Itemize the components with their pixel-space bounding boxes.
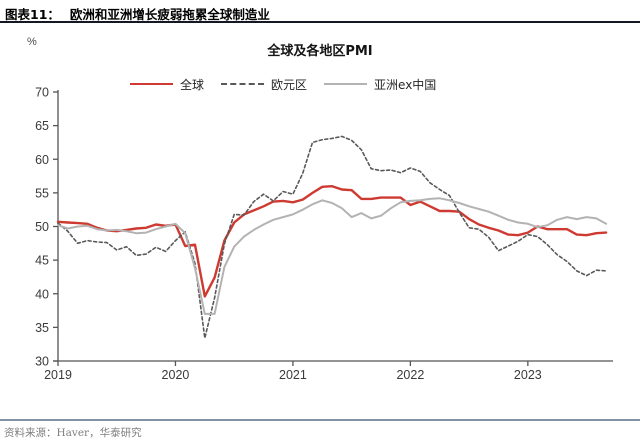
- series-line-2: [57, 197, 608, 315]
- figure-number: 图表11：: [5, 7, 60, 22]
- legend-label-eurozone: 欧元区: [271, 77, 308, 92]
- figure-header: 图表11： 欧洲和亚洲增长疲弱拖累全球制造业: [5, 4, 270, 23]
- legend-line-swatch-asia-ex-china: [324, 83, 368, 85]
- x-tick-label: 2021: [279, 368, 307, 382]
- x-tick-label: 2019: [44, 368, 72, 382]
- chart-legend: 全球 欧元区 亚洲ex中国: [130, 77, 437, 92]
- y-tick-label: 40: [35, 287, 49, 301]
- y-tick-label: 70: [35, 86, 49, 100]
- series-line-0: [56, 184, 608, 298]
- y-tick-label: 65: [35, 119, 49, 133]
- legend-item-global: 全球: [130, 77, 205, 92]
- y-tick-label: 55: [35, 186, 49, 200]
- legend-item-asia-ex-china: 亚洲ex中国: [324, 77, 437, 92]
- y-tick-label: 50: [35, 220, 49, 234]
- legend-line-swatch-eurozone: [221, 83, 265, 85]
- x-tick-label: 2023: [514, 368, 542, 382]
- figure-title: 欧洲和亚洲增长疲弱拖累全球制造业: [69, 7, 270, 22]
- source-note: 资料来源：Haver，华泰研究: [4, 427, 142, 439]
- series-line-1: [57, 135, 607, 339]
- footer-divider: [0, 419, 640, 421]
- y-tick-label: 45: [35, 254, 49, 268]
- chart-title: 全球及各地区PMI: [267, 44, 373, 59]
- x-tick-label: 2020: [162, 368, 190, 382]
- y-tick-label: 30: [35, 355, 49, 369]
- legend-item-eurozone: 欧元区: [221, 77, 308, 92]
- legend-label-global: 全球: [180, 77, 205, 92]
- y-tick-label: 35: [35, 321, 49, 335]
- header-divider: [0, 21, 640, 23]
- x-tick-label: 2022: [396, 368, 424, 382]
- legend-label-asia-ex-china: 亚洲ex中国: [374, 77, 437, 92]
- y-tick-label: 60: [35, 153, 49, 167]
- y-axis-unit-label: %: [27, 36, 37, 48]
- legend-line-swatch-global: [130, 82, 173, 86]
